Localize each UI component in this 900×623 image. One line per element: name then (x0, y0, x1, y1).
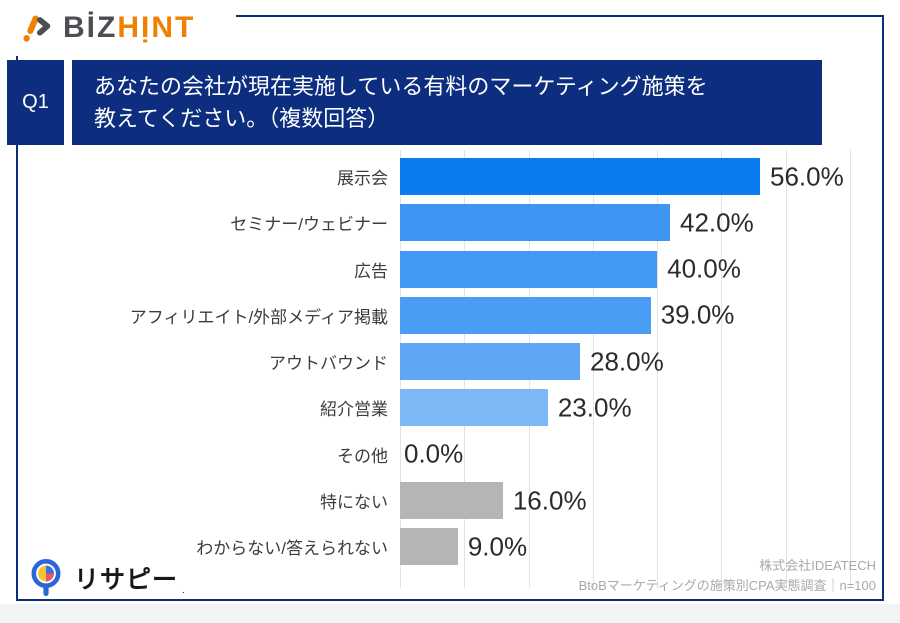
question-number-badge: Q1 (7, 60, 64, 145)
chart-row: わからない/答えられない 9.0% (30, 528, 858, 566)
bar (400, 389, 548, 427)
question-number: Q1 (22, 91, 49, 113)
row-plot: 28.0% (400, 343, 850, 381)
row-plot: 16.0% (400, 482, 850, 520)
value-label: 56.0% (770, 161, 844, 191)
category-label: 展示会 (337, 169, 388, 188)
chart-row: 広告 40.0% (30, 250, 858, 288)
chart-row: アウトバウンド 28.0% (30, 343, 858, 381)
gridline (850, 150, 851, 588)
brand-biz: BİZ (63, 11, 118, 44)
value-label: 23.0% (557, 392, 632, 423)
question-banner: あなたの会社が現在実施している有料のマーケティング施策を 教えてください。（複数… (72, 60, 822, 145)
risapy-logo-mark: . (182, 585, 185, 596)
gridline (721, 150, 723, 588)
bottom-strip (0, 604, 900, 623)
category-label: わからない/答えられない (196, 539, 388, 559)
survey-credit: 株式会社IDEATECH BtoBマーケティングの施策別CPA実態調査｜n=10… (579, 556, 876, 595)
credit-survey: BtoBマーケティングの施策別CPA実態調査｜n=100 (578, 577, 876, 593)
value-label: 42.0% (680, 207, 754, 238)
category-label: その他 (337, 446, 388, 466)
row-plot: 9.0% (400, 528, 850, 566)
bar (400, 482, 503, 520)
question-text-line1: あなたの会社が現在実施している有料のマーケティング施策を (94, 74, 708, 99)
value-label: 0.0% (404, 438, 464, 469)
gridline (657, 150, 659, 588)
bizhint-logo-icon (20, 11, 54, 45)
value-label: 9.0% (467, 531, 528, 562)
category-label: 特にない (320, 493, 388, 513)
category-label: 紹介営業 (320, 400, 388, 420)
value-label: 28.0% (590, 346, 664, 377)
bar (400, 158, 760, 195)
chart-row: セミナー/ウェビナー 42.0% (30, 204, 858, 242)
chart-row: 紹介営業 23.0% (30, 389, 858, 427)
row-plot: 23.0% (400, 389, 850, 427)
chart-row: 展示会 56.0% (30, 158, 858, 195)
gridline (592, 150, 594, 588)
row-plot: 56.0% (400, 158, 850, 195)
category-label: 広告 (354, 261, 388, 281)
chart-row: その他 0.0% (30, 436, 858, 473)
bar (400, 296, 651, 334)
value-label: 40.0% (667, 253, 741, 284)
value-label: 39.0% (660, 299, 735, 330)
risapy-logo-text: リサピー (74, 566, 179, 594)
bar-chart: 展示会 56.0% セミナー/ウェビナー 42.0% 広告 40.0% アフィリ… (30, 150, 858, 588)
category-label: セミナー/ウェビナー (230, 215, 388, 235)
risapy-logo-icon (26, 556, 66, 600)
credit-company: 株式会社IDEATECH (759, 558, 876, 573)
bizhint-logo: BİZHỊNT (0, 0, 236, 56)
chart-row: 特にない 16.0% (30, 482, 858, 520)
risapy-logo: リサピー . (26, 556, 185, 600)
row-plot: 0.0% (400, 436, 850, 473)
bar (400, 250, 658, 288)
bar (400, 528, 458, 566)
brand-wordmark: BİZHỊNT (63, 13, 195, 43)
brand-hint: HỊNT (117, 11, 196, 44)
bar (400, 343, 580, 381)
category-label: アフィリエイト/外部メディア掲載 (129, 307, 388, 327)
chart-row: アフィリエイト/外部メディア掲載 39.0% (30, 296, 858, 334)
value-label: 16.0% (512, 485, 587, 516)
gridline (785, 150, 787, 588)
bar (400, 204, 670, 242)
row-plot: 42.0% (400, 204, 850, 242)
question-text-line2: 教えてください。（複数回答） (94, 105, 390, 131)
row-plot: 39.0% (400, 296, 850, 334)
category-label: アウトバウンド (269, 354, 388, 374)
row-plot: 40.0% (400, 250, 850, 288)
